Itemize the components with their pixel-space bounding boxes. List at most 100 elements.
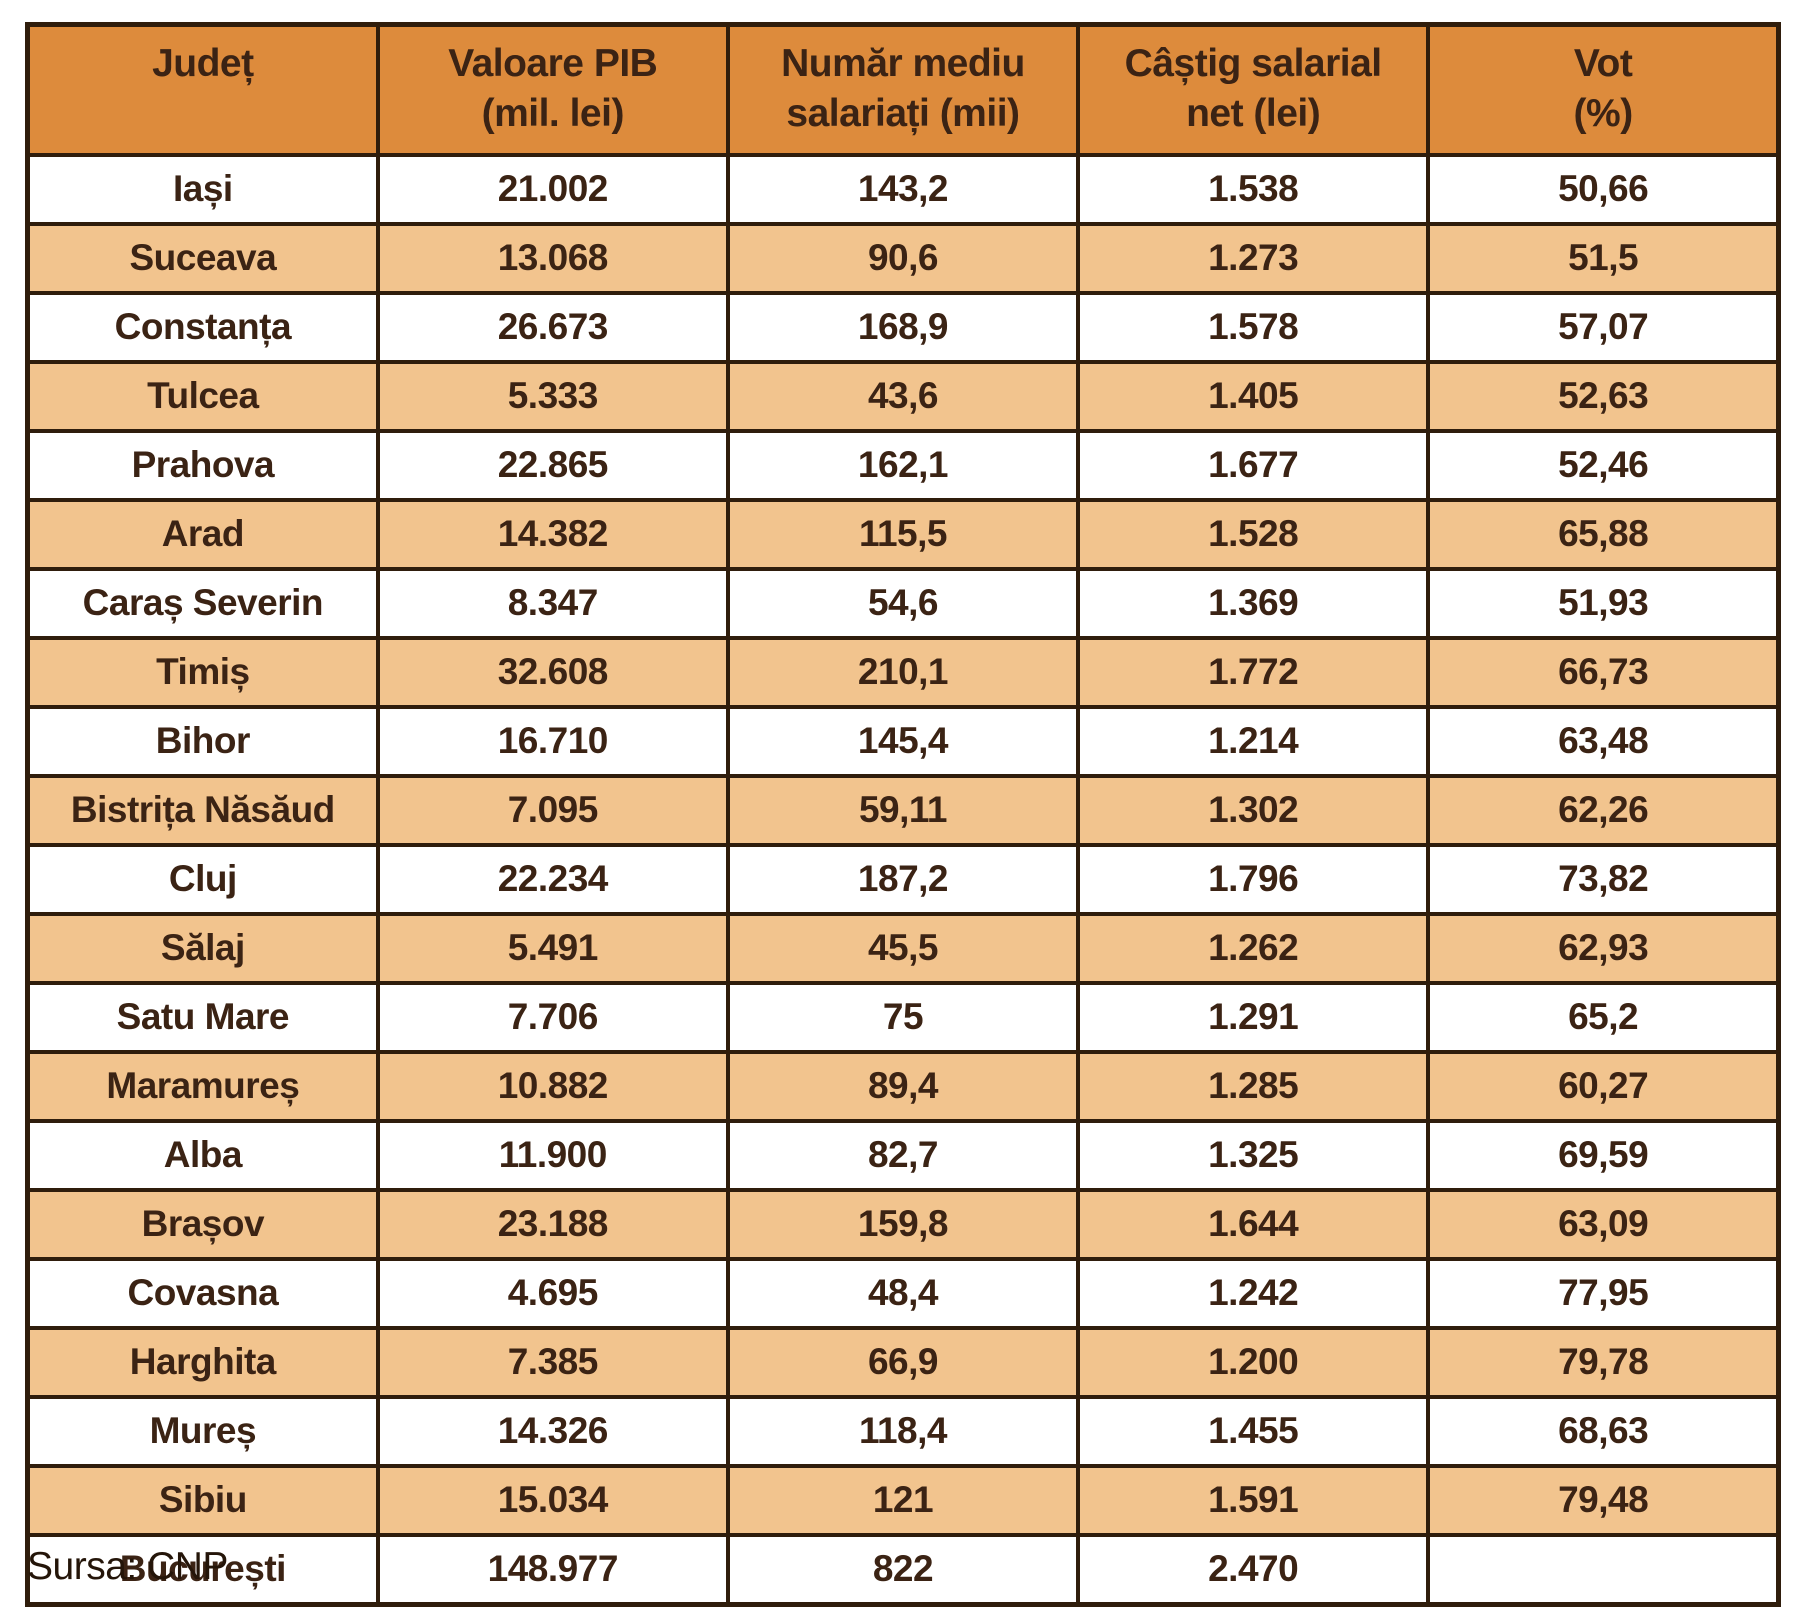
value-cell: 62,93 bbox=[1426, 911, 1781, 985]
value-cell: 1.285 bbox=[1076, 1049, 1431, 1123]
value-cell: 4.695 bbox=[375, 1256, 730, 1330]
value-cell: 82,7 bbox=[725, 1118, 1081, 1192]
header-castig-salarial-line2: net (lei) bbox=[1186, 91, 1321, 135]
source-note: Sursa: CNP bbox=[27, 1545, 228, 1588]
value-cell: 210,1 bbox=[725, 635, 1081, 709]
county-cell: Arad bbox=[25, 497, 380, 571]
value-cell: 60,27 bbox=[1426, 1049, 1781, 1123]
table-row: Bistrița Năsăud 7.095 59,11 1.302 62,26 bbox=[25, 773, 1781, 847]
header-valoare-pib: Valoare PIB (mil. lei) bbox=[375, 22, 730, 157]
value-cell: 75 bbox=[725, 980, 1081, 1054]
value-cell: 2.470 bbox=[1076, 1532, 1431, 1607]
value-cell: 1.644 bbox=[1076, 1187, 1431, 1261]
value-cell: 1.369 bbox=[1076, 566, 1431, 640]
value-cell: 68,63 bbox=[1426, 1394, 1781, 1468]
value-cell: 13.068 bbox=[375, 221, 730, 295]
value-cell: 59,11 bbox=[725, 773, 1081, 847]
value-cell: 145,4 bbox=[725, 704, 1081, 778]
value-cell: 1.538 bbox=[1076, 152, 1431, 226]
value-cell: 14.382 bbox=[375, 497, 730, 571]
value-cell: 1.528 bbox=[1076, 497, 1431, 571]
value-cell: 1.302 bbox=[1076, 773, 1431, 847]
header-castig-salarial-line1: Câștig salarial bbox=[1124, 42, 1382, 85]
value-cell: 143,2 bbox=[725, 152, 1081, 226]
value-cell: 11.900 bbox=[375, 1118, 730, 1192]
table-header: Județ Valoare PIB (mil. lei) Număr mediu… bbox=[25, 22, 1781, 157]
value-cell: 65,88 bbox=[1426, 497, 1781, 571]
value-cell: 5.491 bbox=[375, 911, 730, 985]
value-cell: 1.455 bbox=[1076, 1394, 1431, 1468]
header-numar-mediu-line1: Număr mediu bbox=[781, 42, 1025, 85]
value-cell: 48,4 bbox=[725, 1256, 1081, 1330]
table-row: Satu Mare 7.706 75 1.291 65,2 bbox=[25, 980, 1781, 1054]
value-cell: 65,2 bbox=[1426, 980, 1781, 1054]
value-cell: 7.706 bbox=[375, 980, 730, 1054]
value-cell: 22.234 bbox=[375, 842, 730, 916]
table-row: Harghita 7.385 66,9 1.200 79,78 bbox=[25, 1325, 1781, 1399]
value-cell: 73,82 bbox=[1426, 842, 1781, 916]
value-cell: 162,1 bbox=[725, 428, 1081, 502]
header-numar-mediu: Număr mediu salariați (mii) bbox=[725, 22, 1081, 157]
header-valoare-pib-line2: (mil. lei) bbox=[481, 91, 625, 135]
value-cell: 22.865 bbox=[375, 428, 730, 502]
value-cell: 51,93 bbox=[1426, 566, 1781, 640]
value-cell: 118,4 bbox=[725, 1394, 1081, 1468]
county-cell: Brașov bbox=[25, 1187, 380, 1261]
value-cell: 7.385 bbox=[375, 1325, 730, 1399]
county-cell: Sibiu bbox=[25, 1463, 380, 1537]
table-row: Arad 14.382 115,5 1.528 65,88 bbox=[25, 497, 1781, 571]
table-row: Sălaj 5.491 45,5 1.262 62,93 bbox=[25, 911, 1781, 985]
value-cell: 23.188 bbox=[375, 1187, 730, 1261]
value-cell: 8.347 bbox=[375, 566, 730, 640]
value-cell: 66,9 bbox=[725, 1325, 1081, 1399]
header-valoare-pib-line1: Valoare PIB bbox=[448, 42, 658, 85]
value-cell: 26.673 bbox=[375, 290, 730, 364]
value-cell: 1.405 bbox=[1076, 359, 1431, 433]
value-cell: 121 bbox=[725, 1463, 1081, 1537]
value-cell: 14.326 bbox=[375, 1394, 730, 1468]
value-cell: 187,2 bbox=[725, 842, 1081, 916]
county-cell: Mureș bbox=[25, 1394, 380, 1468]
header-vot-line1: Vot bbox=[1573, 42, 1633, 85]
table-row: Brașov 23.188 159,8 1.644 63,09 bbox=[25, 1187, 1781, 1261]
table-row: Timiș 32.608 210,1 1.772 66,73 bbox=[25, 635, 1781, 709]
value-cell: 62,26 bbox=[1426, 773, 1781, 847]
county-cell: Satu Mare bbox=[25, 980, 380, 1054]
value-cell: 1.291 bbox=[1076, 980, 1431, 1054]
header-vot-line2: (%) bbox=[1573, 91, 1634, 135]
table-row: București 148.977 822 2.470 bbox=[25, 1532, 1781, 1607]
header-row: Județ Valoare PIB (mil. lei) Număr mediu… bbox=[25, 22, 1781, 157]
value-cell: 1.591 bbox=[1076, 1463, 1431, 1537]
value-cell: 159,8 bbox=[725, 1187, 1081, 1261]
value-cell: 54,6 bbox=[725, 566, 1081, 640]
value-cell: 79,78 bbox=[1426, 1325, 1781, 1399]
county-cell: Maramureș bbox=[25, 1049, 380, 1123]
value-cell: 822 bbox=[725, 1532, 1081, 1607]
value-cell: 66,73 bbox=[1426, 635, 1781, 709]
value-cell: 45,5 bbox=[725, 911, 1081, 985]
value-cell: 10.882 bbox=[375, 1049, 730, 1123]
table-row: Tulcea 5.333 43,6 1.405 52,63 bbox=[25, 359, 1781, 433]
value-cell: 1.273 bbox=[1076, 221, 1431, 295]
value-cell: 5.333 bbox=[375, 359, 730, 433]
value-cell: 1.214 bbox=[1076, 704, 1431, 778]
value-cell: 79,48 bbox=[1426, 1463, 1781, 1537]
county-cell: Bihor bbox=[25, 704, 380, 778]
county-cell: Suceava bbox=[25, 221, 380, 295]
value-cell: 63,48 bbox=[1426, 704, 1781, 778]
county-cell: Covasna bbox=[25, 1256, 380, 1330]
county-cell: Sălaj bbox=[25, 911, 380, 985]
header-vot: Vot (%) bbox=[1426, 22, 1781, 157]
header-numar-mediu-line2: salariați (mii) bbox=[786, 91, 1020, 135]
value-cell: 1.262 bbox=[1076, 911, 1431, 985]
header-castig-salarial: Câștig salarial net (lei) bbox=[1076, 22, 1431, 157]
header-judet-line1: Județ bbox=[152, 42, 254, 85]
table-body: Iași 21.002 143,2 1.538 50,66 Suceava 13.068 90… bbox=[25, 152, 1781, 1607]
county-cell: Prahova bbox=[25, 428, 380, 502]
value-cell: 90,6 bbox=[725, 221, 1081, 295]
value-cell: 57,07 bbox=[1426, 290, 1781, 364]
value-cell: 1.677 bbox=[1076, 428, 1431, 502]
table-row: Prahova 22.865 162,1 1.677 52,46 bbox=[25, 428, 1781, 502]
table-row: Constanța 26.673 168,9 1.578 57,07 bbox=[25, 290, 1781, 364]
value-cell: 115,5 bbox=[725, 497, 1081, 571]
